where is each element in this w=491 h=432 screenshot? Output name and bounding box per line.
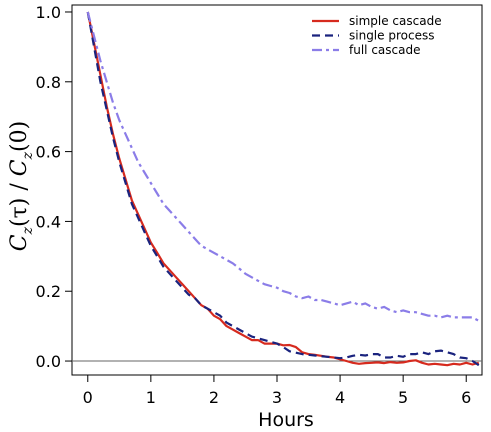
x-tick-label: 5: [398, 388, 408, 407]
y-axis-title: Cz(τ) / Cz(0): [7, 121, 36, 251]
y-tick-label: 0.8: [36, 73, 61, 92]
x-axis-title: Hours: [258, 409, 314, 431]
legend-label-full-cascade: full cascade: [349, 43, 420, 57]
x-tick-label: 4: [335, 388, 345, 407]
x-tick-label: 3: [272, 388, 282, 407]
full-cascade-line: [86, 11, 480, 322]
legend-label-simple-cascade: simple cascade: [349, 14, 442, 28]
plot-frame: [71, 4, 483, 376]
y-tick-label: 1.0: [36, 3, 61, 22]
y-tick-label: 0.4: [36, 212, 61, 231]
legend-label-single-process: single process: [349, 29, 434, 43]
x-tick-label: 0: [83, 388, 93, 407]
y-tick-label: 0.2: [36, 282, 61, 301]
x-tick-label: 2: [209, 388, 219, 407]
y-tick-label: 0.0: [36, 352, 61, 371]
simple-cascade-line: [86, 11, 480, 367]
single-process-line: [86, 11, 480, 367]
x-tick-label: 1: [146, 388, 156, 407]
x-tick-label: 6: [461, 388, 471, 407]
y-tick-label: 0.6: [36, 143, 61, 162]
